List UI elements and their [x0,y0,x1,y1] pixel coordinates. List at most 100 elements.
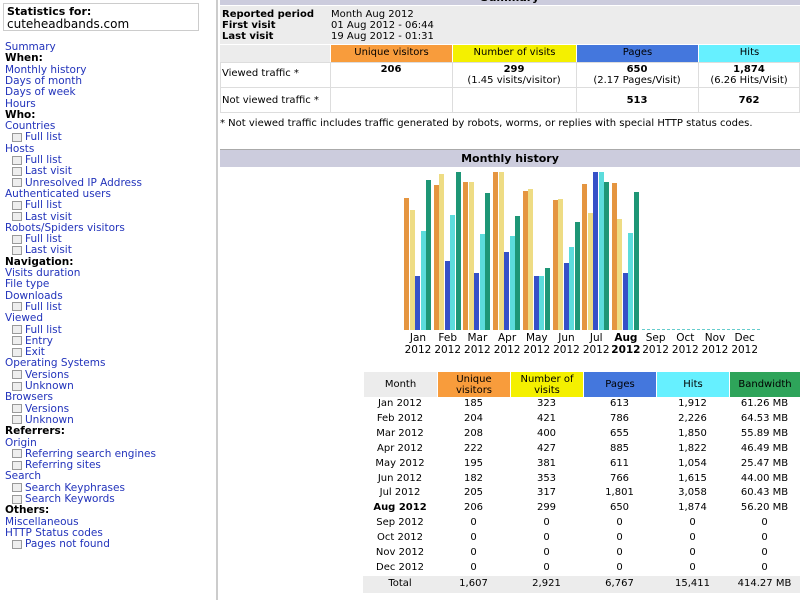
viewed-note: (1.45 visits/visitor) [467,75,561,86]
x-label: Mar 2012 [464,332,491,356]
nav-sublink[interactable]: Last visit [12,245,72,256]
bar [628,233,634,330]
table-value: 0 [616,547,623,558]
nav-link[interactable]: Operating Systems [5,357,106,370]
table-value: 2,226 [678,412,707,424]
nav-sublink[interactable]: Unresolved IP Address [12,177,142,189]
table-value: 427 [536,442,557,454]
nav-sublink[interactable]: Referring sites [12,460,101,471]
table-col-header: Number of visits [510,372,583,397]
table-month: Aug 2012 [373,502,427,514]
nav-link[interactable]: Hosts [5,142,35,155]
not-viewed-hits: 762 [738,95,760,106]
table-value: 0 [689,547,696,558]
nav-sublink[interactable]: Unknown [12,414,74,426]
nav-link[interactable]: Countries [5,120,56,133]
table-month: Feb 2012 [376,412,424,424]
nav-sublink[interactable]: Full list [12,132,62,143]
nav-link[interactable]: Origin [5,436,37,449]
table-value: 55.89 MB [740,427,789,439]
x-label: Jan 2012 [404,332,432,356]
x-label: Jun 2012 [553,332,580,356]
table-value: 400 [536,427,557,439]
nav-link[interactable]: Monthly history [5,63,87,76]
total-label: Total [388,578,412,589]
nav-link[interactable]: Days of month [5,74,83,87]
nav-sublink[interactable]: Entry [12,335,53,347]
bar [455,172,461,330]
nav-link[interactable]: Visits duration [5,267,81,279]
monthly-title: Monthly history [461,152,559,165]
bar [574,222,580,330]
total-value: 15,411 [675,578,710,589]
nav-link[interactable]: Search [5,470,42,483]
nav-link[interactable]: File type [5,278,50,291]
table-month: Jan 2012 [377,398,423,409]
nav-sublink[interactable]: Versions [12,369,69,381]
summary-col-divider [452,62,453,113]
nav-sublink[interactable]: Last visit [12,211,72,223]
viewed-note: (2.17 Pages/Visit) [593,75,681,86]
nav-sublink[interactable]: Unknown [12,381,74,392]
nav-sublink[interactable]: Referring search engines [12,448,156,460]
x-label: Oct 2012 [671,332,699,356]
viewed-value: 1,874 [733,64,765,75]
monthly-header [220,149,800,167]
nav-link[interactable]: Viewed [5,312,44,325]
bar [533,276,539,330]
table-value: 61.26 MB [740,398,789,409]
nav-link[interactable]: Downloads [5,289,63,302]
table-value: 1,850 [678,427,707,439]
table-col-header: Pages [583,372,656,397]
nav-link[interactable]: Miscellaneous [5,515,79,528]
nav-sublink[interactable]: Last visit [12,166,72,177]
nav-link[interactable]: Robots/Spiders visitors [5,221,125,234]
nav-sublink[interactable]: Search Keyphrases [12,482,125,494]
viewed-value: 650 [626,64,648,75]
table-value: 182 [463,472,484,484]
x-label: May 2012 [523,332,551,356]
table-value: 0 [761,547,768,558]
bar [509,235,515,330]
bar [485,193,491,330]
summary-note: * Not viewed traffic includes traffic ge… [220,118,753,129]
nav-link[interactable]: Days of week [5,86,76,99]
table-month: Sep 2012 [376,517,424,529]
content: Summary Reported period Month Aug 2012 Firs… [220,0,800,600]
nav-sublink[interactable]: Search Keywords [12,494,115,505]
nav-sublink[interactable]: Full list [12,155,62,166]
viewed-note: (6.26 Hits/Visit) [710,75,788,86]
viewed-value: 206 [380,64,402,75]
table-value: 44.00 MB [740,472,789,484]
nav-sublink[interactable]: Pages not found [12,539,110,550]
table-value: 64.53 MB [740,412,789,424]
x-label: Feb 2012 [434,332,462,356]
bar [426,180,431,330]
table-month: Dec 2012 [376,561,424,573]
table-col-header: Month [363,372,437,397]
nav-sublink[interactable]: Full list [12,234,62,245]
x-label: Nov 2012 [701,332,729,356]
table-value: 613 [609,398,630,409]
table-value: 381 [536,457,557,469]
viewed-value: 299 [503,64,525,75]
total-value: 1,607 [459,578,488,589]
nav-sublink[interactable]: Full list [12,200,62,211]
nav-link[interactable]: Hours [5,97,36,110]
summary-col-header: Pages [576,45,698,62]
nav-link[interactable]: Summary [5,41,56,53]
nav-sublink[interactable]: Full list [12,301,62,313]
x-label: Aug 2012 [611,332,641,356]
nav-sublink[interactable]: Exit [12,347,45,358]
bar [563,262,569,330]
nav-link[interactable]: HTTP Status codes [5,526,103,539]
nav-link[interactable]: Authenticated users [5,187,111,200]
nav-sublink[interactable]: Full list [12,324,62,336]
bar [498,172,504,330]
bar [582,184,588,330]
bar [539,275,545,330]
bar [404,198,409,330]
nav-link[interactable]: Browsers [5,391,54,404]
nav-sublink[interactable]: Versions [12,403,69,415]
table-value: 185 [463,398,484,409]
